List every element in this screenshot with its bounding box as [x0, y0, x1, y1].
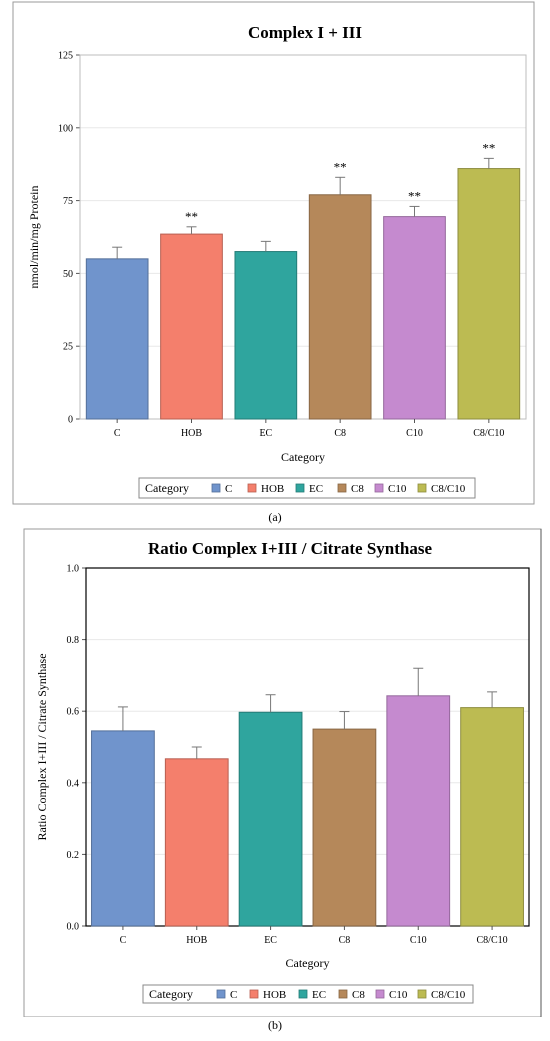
chart-b-bar	[460, 707, 524, 927]
chart-a-x-tick-label: EC	[259, 428, 272, 439]
chart-a-title: Complex I + III	[248, 23, 362, 42]
chart-a-legend-label: C	[225, 483, 232, 495]
chart-a-y-tick-label: 100	[58, 123, 73, 134]
chart-a-significance-label: **	[408, 188, 421, 203]
chart-a-legend-label: C8	[351, 483, 364, 495]
chart-a-legend-label: EC	[309, 483, 323, 495]
chart-a-legend-swatch	[337, 483, 347, 493]
chart-panel-a: Complex I + III 0 25 50 75 100 125 C ** HOB EC ** C8…	[0, 0, 550, 512]
caption-b-text: (b)	[268, 1018, 282, 1032]
chart-b-legend-swatch	[249, 989, 259, 999]
chart-a-legend-label: C8/C10	[431, 483, 466, 495]
chart-a-legend-title: Category	[145, 481, 189, 495]
chart-b-y-tick-label: 0.6	[67, 707, 80, 718]
chart-b-svg: Ratio Complex I+III / Citrate Synthase 0.…	[23, 528, 542, 1017]
chart-panel-b: Ratio Complex I+III / Citrate Synthase 0.…	[0, 527, 550, 1017]
chart-a-legend-swatch	[247, 483, 257, 493]
chart-b-legend-label: C	[230, 989, 237, 1001]
chart-b-y-tick-label: 1.0	[67, 564, 80, 575]
chart-a-y-tick-label: 75	[63, 196, 73, 207]
chart-b-x-tick-label: C8/C10	[477, 935, 508, 946]
caption-b: (b)	[0, 1018, 550, 1033]
chart-a-bar	[160, 233, 223, 420]
chart-a-legend-swatch	[417, 483, 427, 493]
chart-b-bar	[386, 695, 451, 927]
chart-b-legend-swatch	[216, 989, 226, 999]
chart-b-x-tick-label: EC	[264, 935, 277, 946]
chart-b-bar	[91, 730, 155, 927]
chart-a-significance-label: **	[185, 209, 198, 224]
chart-a-legend-swatch	[211, 483, 221, 493]
chart-b-y-axis-label: Ratio Complex I+III / Citrate Synthase	[35, 653, 49, 840]
caption-a-text: (a)	[268, 510, 282, 524]
chart-b-y-tick-label: 0.0	[67, 922, 80, 933]
chart-b-x-tick-label: C10	[410, 935, 427, 946]
chart-a-x-tick-label: C8	[334, 428, 346, 439]
chart-a-legend-swatch	[374, 483, 384, 493]
chart-b-legend-swatch	[417, 989, 427, 999]
chart-b-legend-swatch	[338, 989, 348, 999]
chart-a-legend-box	[138, 477, 476, 499]
chart-a-significance-label: **	[334, 159, 347, 174]
chart-b-x-tick-label: HOB	[186, 935, 207, 946]
chart-b-legend-label: HOB	[263, 989, 286, 1001]
chart-a-bar	[457, 168, 521, 420]
chart-b-bar	[312, 728, 377, 927]
chart-a-plot-frame	[79, 54, 527, 420]
chart-b-y-tick-label: 0.2	[67, 850, 80, 861]
chart-a-x-tick-label: C	[114, 428, 121, 439]
chart-b-y-tick-label: 0.4	[67, 778, 80, 789]
chart-a-x-tick-label: C10	[406, 428, 423, 439]
chart-b-legend-label: C8	[352, 989, 365, 1001]
chart-a-y-tick-label: 25	[63, 342, 73, 353]
chart-a-x-tick-label: HOB	[181, 428, 202, 439]
chart-b-x-axis-label: Category	[286, 956, 330, 970]
chart-a-legend-label: HOB	[261, 483, 284, 495]
chart-b-legend-swatch	[375, 989, 385, 999]
chart-a-x-tick-label: C8/C10	[473, 428, 504, 439]
chart-a-bar	[308, 194, 372, 420]
chart-b-legend-label: C10	[389, 989, 408, 1001]
chart-a-legend-label: C10	[388, 483, 407, 495]
chart-a-legend-swatch	[295, 483, 305, 493]
chart-b-legend-label: C8/C10	[431, 989, 466, 1001]
chart-a-significance-label: **	[482, 140, 495, 155]
chart-b-legend-label: EC	[312, 989, 326, 1001]
chart-b-legend-swatch	[298, 989, 308, 999]
chart-b-x-tick-label: C	[120, 935, 127, 946]
chart-a-x-axis-label: Category	[281, 450, 325, 464]
chart-b-legend-box	[142, 984, 474, 1004]
chart-b-bar	[238, 711, 303, 927]
chart-a-bar	[234, 251, 298, 420]
chart-b-bar	[164, 758, 229, 927]
chart-a-y-tick-label: 0	[68, 415, 73, 426]
chart-a-y-axis-label: nmol/min/mg Protein	[27, 185, 41, 288]
chart-b-plot-frame	[85, 567, 530, 927]
chart-a-svg: Complex I + III 0 25 50 75 100 125 C ** HOB EC ** C8…	[12, 1, 535, 505]
chart-a-y-tick-label: 125	[58, 51, 73, 62]
chart-b-x-tick-label: C8	[339, 935, 351, 946]
chart-a-y-tick-label: 50	[63, 269, 73, 280]
chart-b-title: Ratio Complex I+III / Citrate Synthase	[148, 539, 432, 558]
chart-b-y-tick-label: 0.8	[67, 635, 80, 646]
chart-b-legend-title: Category	[149, 987, 193, 1001]
chart-a-outer-frame	[12, 1, 535, 505]
caption-a: (a)	[0, 510, 550, 525]
chart-a-bar	[85, 258, 149, 420]
chart-a-bar	[383, 216, 446, 420]
